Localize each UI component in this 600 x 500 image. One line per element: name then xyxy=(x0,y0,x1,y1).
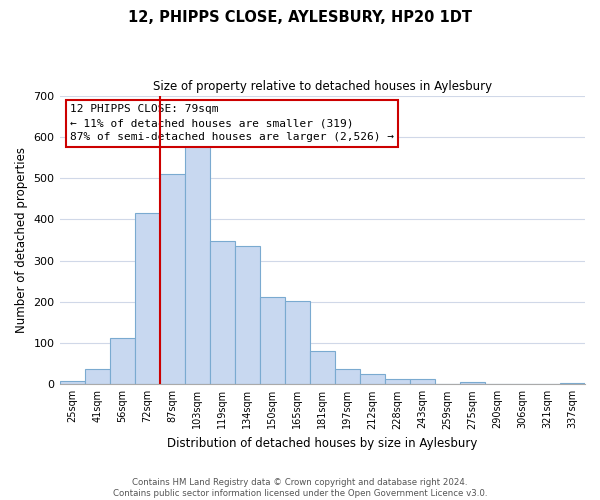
Bar xyxy=(185,146,209,384)
Bar xyxy=(410,380,435,384)
Bar xyxy=(460,382,485,384)
Bar xyxy=(260,297,285,384)
Bar xyxy=(285,301,310,384)
Bar xyxy=(385,380,410,384)
Bar xyxy=(335,369,360,384)
Text: Contains HM Land Registry data © Crown copyright and database right 2024.
Contai: Contains HM Land Registry data © Crown c… xyxy=(113,478,487,498)
Bar xyxy=(59,381,85,384)
Bar xyxy=(310,352,335,384)
Bar xyxy=(134,213,160,384)
Bar xyxy=(360,374,385,384)
Bar xyxy=(160,174,185,384)
Text: 12, PHIPPS CLOSE, AYLESBURY, HP20 1DT: 12, PHIPPS CLOSE, AYLESBURY, HP20 1DT xyxy=(128,10,472,25)
Title: Size of property relative to detached houses in Aylesbury: Size of property relative to detached ho… xyxy=(153,80,492,93)
Bar xyxy=(235,246,260,384)
Text: 12 PHIPPS CLOSE: 79sqm
← 11% of detached houses are smaller (319)
87% of semi-de: 12 PHIPPS CLOSE: 79sqm ← 11% of detached… xyxy=(70,104,394,142)
Bar xyxy=(85,368,110,384)
Y-axis label: Number of detached properties: Number of detached properties xyxy=(15,147,28,333)
Bar xyxy=(209,241,235,384)
Bar xyxy=(110,338,134,384)
X-axis label: Distribution of detached houses by size in Aylesbury: Distribution of detached houses by size … xyxy=(167,437,478,450)
